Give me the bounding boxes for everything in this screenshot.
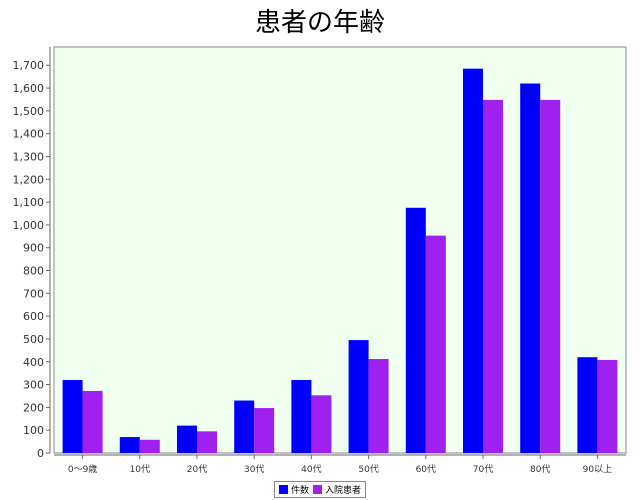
y-tick-label: 500 xyxy=(23,333,44,346)
bar-series-1 xyxy=(234,400,255,453)
bar-series-2 xyxy=(197,431,217,453)
legend-swatch-series-2 xyxy=(313,485,323,494)
y-tick-label: 400 xyxy=(23,356,44,369)
y-tick-label: 900 xyxy=(23,242,44,255)
y-tick-label: 1,100 xyxy=(13,196,45,209)
legend-label-series-1: 件数 xyxy=(291,486,310,496)
y-tick-label: 700 xyxy=(23,287,44,300)
bar-series-1 xyxy=(577,357,598,453)
y-tick-label: 1,500 xyxy=(13,105,45,118)
y-tick-label: 600 xyxy=(23,310,44,323)
bar-series-1 xyxy=(520,83,541,453)
y-tick-label: 800 xyxy=(23,265,44,278)
bar-chart: 0 100 200 300 400 500 600 700 800 900 1,000 1,100 1,… xyxy=(13,46,627,475)
legend-item-series-2: 入院患者 xyxy=(313,483,361,496)
x-tick-label: 60代 xyxy=(416,464,436,475)
bar-series-1 xyxy=(348,340,369,453)
bar-series-2 xyxy=(597,359,618,453)
bar-series-2 xyxy=(483,99,503,453)
x-tick-label: 50代 xyxy=(358,464,378,475)
y-tick-label: 200 xyxy=(23,401,44,414)
x-tick-label: 30代 xyxy=(244,464,264,475)
bar-series-1 xyxy=(119,437,140,453)
y-tick-label: 1,000 xyxy=(13,219,45,232)
bar-series-1 xyxy=(291,380,312,453)
bar-series-2 xyxy=(540,99,561,453)
y-tick-label: 1,600 xyxy=(13,82,45,95)
chart-legend: 件数 入院患者 xyxy=(274,481,367,498)
bar-series-2 xyxy=(368,359,389,453)
y-tick-label: 1,700 xyxy=(13,59,45,72)
y-tick-label: 1,400 xyxy=(13,128,45,141)
y-tick-label: 100 xyxy=(23,424,44,437)
x-tick-label: 40代 xyxy=(301,464,321,475)
x-tick-label: 80代 xyxy=(530,464,550,475)
x-tick-label: 0〜9歳 xyxy=(68,463,97,475)
legend-label-series-2: 入院患者 xyxy=(325,486,362,496)
bar-series-2 xyxy=(82,390,103,453)
legend-swatch-series-1 xyxy=(279,485,288,494)
x-tick-label: 10代 xyxy=(130,464,150,475)
y-tick-label: 1,200 xyxy=(13,173,45,186)
bar-series-1 xyxy=(463,68,483,453)
x-tick-label: 70代 xyxy=(473,464,493,475)
bar-series-1 xyxy=(177,425,197,453)
y-tick-label: 300 xyxy=(23,379,44,392)
bar-series-1 xyxy=(62,380,83,453)
x-tick-label: 20代 xyxy=(187,464,207,475)
y-tick-label: 1,300 xyxy=(13,150,45,163)
x-tick-label: 90以上 xyxy=(583,464,612,475)
bar-series-2 xyxy=(425,235,446,453)
bar-series-1 xyxy=(405,207,426,453)
bar-series-2 xyxy=(254,408,275,453)
chart-title: 患者の年齢 xyxy=(254,8,385,38)
legend-item-series-1: 件数 xyxy=(279,483,309,496)
bar-series-2 xyxy=(139,439,160,453)
y-tick-label: 0 xyxy=(37,447,44,460)
bar-series-2 xyxy=(311,395,332,453)
